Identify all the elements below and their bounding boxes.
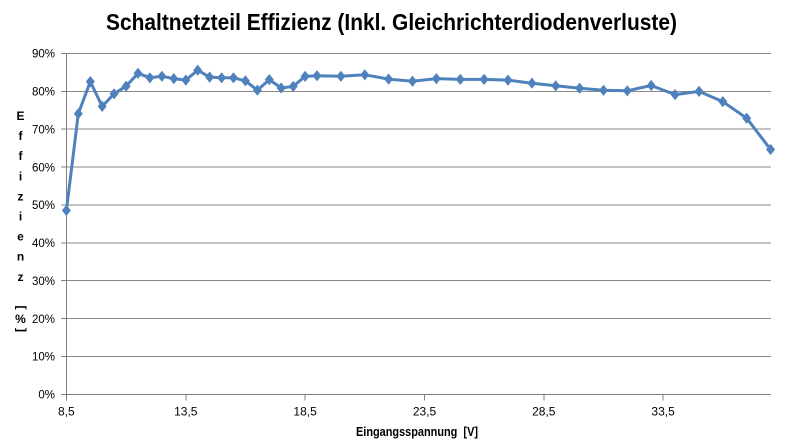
svg-text:40%: 40% (32, 238, 55, 250)
svg-text:f: f (19, 129, 24, 143)
svg-text:z: z (18, 189, 24, 203)
svg-text:13,5: 13,5 (174, 405, 198, 419)
svg-text:f: f (19, 149, 24, 163)
svg-text:50%: 50% (32, 200, 55, 212)
svg-text:n: n (17, 250, 24, 264)
svg-text:33,5: 33,5 (651, 405, 675, 419)
svg-text:30%: 30% (32, 276, 55, 288)
svg-text:Schaltnetzteil Effizienz (Inkl: Schaltnetzteil Effizienz (Inkl. Gleichri… (106, 9, 677, 35)
svg-text:0%: 0% (38, 390, 55, 402)
svg-text:90%: 90% (32, 49, 55, 61)
svg-text:80%: 80% (32, 87, 55, 99)
svg-text:i: i (19, 169, 22, 183)
svg-text:23,5: 23,5 (413, 405, 437, 419)
svg-text:e: e (17, 230, 24, 244)
svg-text:Eingangsspannung [V]: Eingangsspannung [V] (356, 425, 478, 439)
svg-text:%: % (15, 312, 26, 326)
svg-text:18,5: 18,5 (293, 405, 317, 419)
svg-text:z: z (18, 270, 24, 284)
svg-text:8,5: 8,5 (58, 405, 75, 419)
svg-text:70%: 70% (32, 124, 55, 136)
svg-text:28,5: 28,5 (532, 405, 556, 419)
svg-text:60%: 60% (32, 162, 55, 174)
svg-text:10%: 10% (32, 352, 55, 364)
svg-text:E: E (16, 109, 24, 123)
svg-text:20%: 20% (32, 314, 55, 326)
svg-text:[: [ (15, 306, 29, 310)
svg-text:i: i (19, 210, 22, 224)
svg-text:]: ] (15, 328, 29, 332)
